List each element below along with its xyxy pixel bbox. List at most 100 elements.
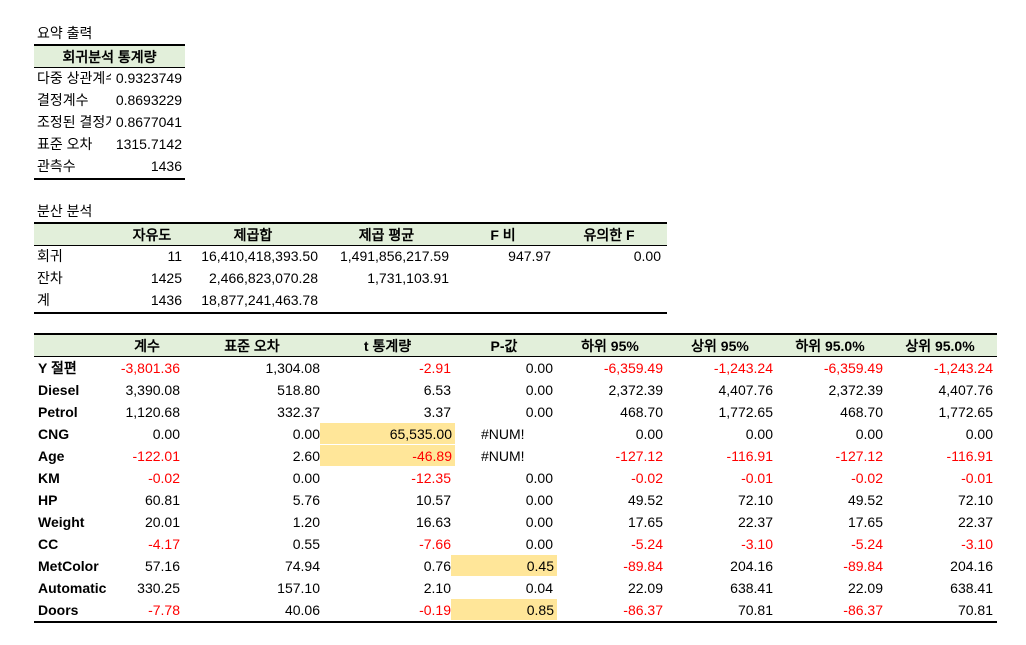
summary-value: 1315.7142 [115,136,182,152]
coef-row-label: CC [38,536,59,552]
coef-col-header: 상위 95% [691,338,749,354]
coef-header-border [34,356,997,357]
coef-cell: -116.91 [726,448,773,464]
coef-cell: 0.85 [451,599,557,620]
coef-row-label: Automatic [38,580,106,596]
coef-cell: 0.00 [525,470,553,486]
coef-cell: 17.65 [627,514,663,530]
anova-top-border [34,222,667,224]
anova-col-header: 제곱 평균 [358,227,415,243]
coef-cell: -122.01 [132,448,180,464]
summary-value: 0.8693229 [115,92,182,108]
anova-row-label: 잔차 [37,270,63,286]
anova-cell-ms: 1,731,103.91 [367,270,449,286]
coef-cell: 70.81 [737,602,773,618]
coef-cell: 638.41 [730,580,773,596]
summary-value: 0.8677041 [115,114,182,130]
coef-col-header: 하위 95.0% [795,338,865,354]
coef-cell: 204.16 [950,558,993,574]
coef-cell: 1,772.65 [938,404,994,420]
coef-cell: 0.55 [292,536,320,552]
coef-cell: -0.01 [961,470,993,486]
coef-cell: 2,372.39 [608,382,664,398]
coef-row-label: Weight [38,514,85,530]
anova-cell-f: 947.97 [508,248,551,264]
coef-cell: -2.91 [419,360,451,376]
anova-cell-df: 11 [167,248,182,264]
anova-col-header: 자유도 [132,227,172,243]
coef-cell: 0.00 [152,426,180,442]
anova-header-border [34,245,667,246]
coef-cell: 1,772.65 [718,404,774,420]
summary-label: 표준 오차 [37,136,93,152]
coef-col-header: 상위 95.0% [905,338,975,354]
coef-bottom-border [34,621,997,623]
coef-cell: -6,359.49 [823,360,883,376]
anova-cell-ms: 1,491,856,217.59 [340,248,449,264]
coef-cell: 0.00 [525,382,553,398]
coef-top-border [34,333,997,335]
anova-cell-f [449,289,551,311]
summary-value: 1436 [150,158,182,174]
anova-cell-ms [318,289,449,311]
coef-cell: 57.16 [144,558,180,574]
anova-row-label: 회귀 [37,248,63,264]
coef-cell: -86.37 [843,602,883,618]
coef-cell: 6.53 [423,382,451,398]
coef-cell: 22.09 [847,580,883,596]
summary-title: 요약 출력 [37,25,93,41]
summary-value: 0.9323749 [115,70,182,86]
coef-cell: -7.66 [419,536,451,552]
coef-cell: 49.52 [847,492,883,508]
coef-cell: 0.00 [965,426,993,442]
summary-top-border [34,44,185,46]
coef-row-label: Y 절편 [38,360,77,376]
coef-cell: 0.00 [292,470,320,486]
coef-cell: 0.00 [525,536,553,552]
anova-cell-f [449,267,551,289]
coef-cell: 468.70 [620,404,663,420]
anova-col-header: 유의한 F [583,227,635,243]
coef-cell: 74.94 [284,558,320,574]
coef-cell: 0.45 [451,555,557,576]
coef-cell: 0.00 [525,492,553,508]
coef-cell: 1.20 [292,514,320,530]
coef-cell: 4,407.76 [718,382,774,398]
coef-cell: -89.84 [843,558,883,574]
coef-cell: 0.76 [423,558,451,574]
coef-cell: -46.89 [320,445,455,466]
anova-col-header: 제곱합 [233,227,273,243]
coef-cell: 22.37 [737,514,773,530]
coef-cell: -86.37 [623,602,663,618]
coef-col-header: 표준 오차 [224,338,280,354]
anova-cell-ss: 2,466,823,070.28 [209,270,318,286]
coef-cell: 40.06 [284,602,320,618]
coef-header-bg [34,335,997,356]
coef-cell: -0.19 [419,602,451,618]
anova-col-header: F 비 [490,227,516,243]
coef-cell: -0.02 [851,470,883,486]
coef-cell: 1,304.08 [265,360,321,376]
coef-cell: 60.81 [144,492,180,508]
anova-bottom-border [34,312,667,314]
coef-cell: 518.80 [277,382,320,398]
coef-col-header: 하위 95% [581,338,639,354]
coef-cell: -3.10 [961,536,993,552]
coef-row-label: MetColor [38,558,99,574]
coef-cell: 2,372.39 [828,382,884,398]
coef-cell: 17.65 [847,514,883,530]
coef-col-header: P-값 [490,338,518,354]
coef-cell: -1,243.24 [933,360,993,376]
anova-header-bg [34,224,667,245]
anova-cell-sigf: 0.00 [633,248,661,264]
coef-cell: -3,801.36 [120,360,180,376]
coef-row-label: Petrol [38,404,78,420]
anova-row-label: 계 [37,292,50,308]
coef-cell: 49.52 [627,492,663,508]
summary-label: 조정된 결정계수 [37,114,111,130]
coef-cell: -0.02 [631,470,663,486]
summary-label: 결정계수 [37,92,89,108]
coef-cell: 0.00 [855,426,883,442]
coef-cell: 4,407.76 [938,382,994,398]
coef-cell: #NUM! [481,448,525,464]
